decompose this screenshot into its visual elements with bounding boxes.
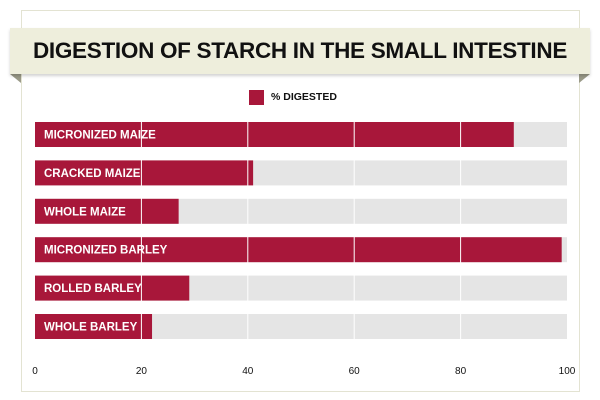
category-label: WHOLE MAIZE [44, 206, 126, 218]
bar [35, 275, 190, 301]
category-label: MICRONIZED BARLEY [44, 245, 168, 257]
title-banner: DIGESTION OF STARCH IN THE SMALL INTESTI… [10, 28, 590, 74]
category-label: CRACKED MAIZE [44, 168, 141, 180]
x-tick-label: 100 [559, 366, 576, 377]
legend: % DIGESTED [249, 89, 337, 105]
x-tick-label: 20 [136, 366, 148, 377]
bar [35, 122, 514, 147]
bar [35, 314, 153, 339]
x-tick-label: 0 [32, 366, 38, 377]
x-tick-label: 80 [455, 366, 467, 377]
category-label: ROLLED BARLEY [44, 283, 142, 295]
category-label: WHOLE BARLEY [44, 322, 138, 334]
banner-fold-right [579, 74, 590, 83]
legend-label: % DIGESTED [271, 91, 337, 103]
bar [35, 237, 562, 263]
category-label: MICRONIZED MAIZE [44, 130, 156, 142]
x-tick-label: 60 [349, 366, 361, 377]
x-tick-label: 40 [242, 366, 254, 377]
chart-title: DIGESTION OF STARCH IN THE SMALL INTESTI… [32, 38, 568, 63]
bar [35, 198, 179, 224]
banner-fold-left [10, 74, 21, 83]
bar [35, 160, 254, 186]
legend-swatch [249, 89, 264, 105]
